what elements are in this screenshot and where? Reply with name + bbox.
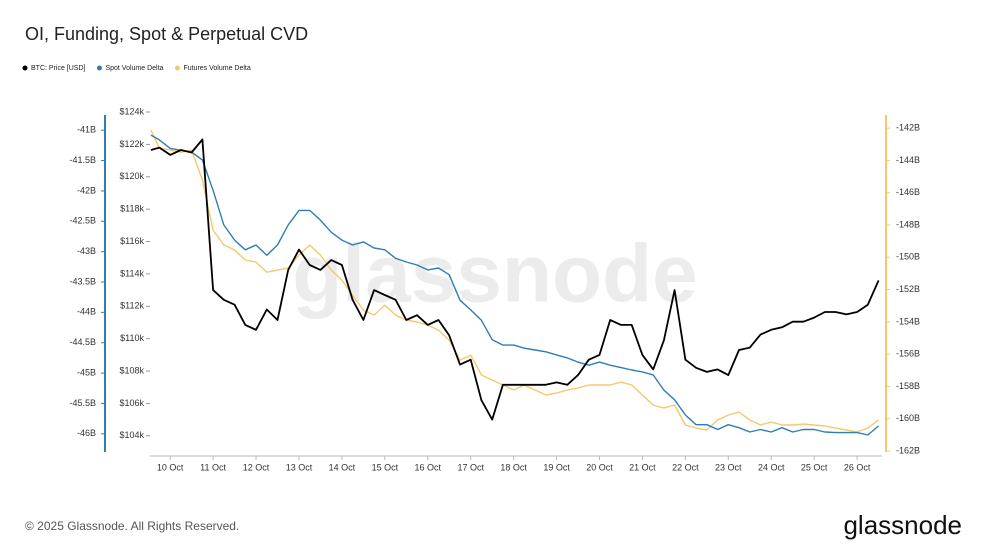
y3-tick-label: -41B: [77, 125, 96, 135]
x-tick-label: 26 Oct: [844, 462, 871, 472]
x-tick-label: 13 Oct: [286, 462, 313, 472]
y2-tick-label: -152B: [896, 284, 920, 294]
y-tick-label: $104k: [119, 430, 144, 440]
y-tick-label: $110k: [120, 333, 144, 343]
y2-tick-label: -160B: [896, 413, 920, 423]
chart-title: OI, Funding, Spot & Perpetual CVD: [25, 24, 308, 44]
x-tick-label: 10 Oct: [157, 462, 184, 472]
x-tick-label: 16 Oct: [415, 462, 442, 472]
legend-marker: [22, 65, 28, 71]
x-tick-label: 18 Oct: [500, 462, 527, 472]
legend-label: BTC: Price [USD]: [31, 65, 86, 72]
x-tick-label: 20 Oct: [586, 462, 613, 472]
y2-tick-label: -148B: [896, 219, 920, 229]
y-tick-label: $120k: [119, 171, 144, 181]
y3-tick-label: -42B: [77, 185, 96, 195]
series-line: [150, 138, 880, 421]
y2-tick-label: -154B: [896, 316, 920, 326]
y3-tick-label: -41.5B: [69, 155, 96, 165]
y-tick-label: $118k: [120, 204, 144, 214]
series-line: [150, 134, 880, 436]
legend-marker: [96, 65, 102, 71]
y3-tick-label: -43.5B: [69, 276, 96, 286]
y3-tick-label: -44.5B: [69, 337, 96, 347]
y3-tick-label: -46B: [77, 428, 96, 438]
y-tick-label: $114k: [120, 268, 144, 278]
y3-tick-label: -43B: [77, 246, 96, 256]
x-tick-label: 15 Oct: [372, 462, 399, 472]
logo: glassnode: [843, 510, 962, 540]
x-tick-label: 25 Oct: [801, 462, 828, 472]
x-tick-label: 24 Oct: [758, 462, 785, 472]
y-tick-label: $112k: [120, 301, 144, 311]
legend-label: Spot Volume Delta: [105, 65, 163, 72]
y-tick-label: $124k: [119, 106, 144, 116]
y3-tick-label: -45B: [77, 367, 96, 377]
y2-tick-label: -158B: [896, 381, 920, 391]
copyright: © 2025 Glassnode. All Rights Reserved.: [25, 519, 239, 533]
y-tick-label: $116k: [120, 236, 144, 246]
x-tick-label: 14 Oct: [329, 462, 356, 472]
series-line: [150, 129, 880, 433]
y-tick-label: $108k: [119, 365, 144, 375]
y2-tick-label: -150B: [896, 252, 920, 262]
x-tick-label: 22 Oct: [672, 462, 699, 472]
legend: BTC: Price [USD] Spot Volume Delta Futures…: [22, 65, 251, 72]
x-tick-label: 17 Oct: [457, 462, 484, 472]
y2-tick-label: -144B: [896, 155, 920, 165]
x-tick-label: 12 Oct: [243, 462, 270, 472]
y3-tick-label: -44B: [77, 307, 96, 317]
y-tick-label: $106k: [119, 398, 144, 408]
plot-area: -41B -41.5B -42B -42.5B -43B -43.5B -44B -44.5B…: [69, 106, 920, 472]
legend-marker: [174, 65, 180, 71]
y2-tick-label: -162B: [896, 445, 920, 455]
x-tick-label: 21 Oct: [629, 462, 656, 472]
x-tick-label: 11 Oct: [200, 462, 226, 472]
x-tick-label: 23 Oct: [715, 462, 742, 472]
x-tick-label: 19 Oct: [543, 462, 570, 472]
y-tick-label: $122k: [119, 139, 144, 149]
watermark: glassnode: [292, 229, 698, 320]
y3-tick-label: -45.5B: [69, 398, 96, 408]
y2-tick-label: -146B: [896, 187, 920, 197]
y3-tick-label: -42.5B: [69, 216, 96, 226]
y2-tick-label: -156B: [896, 349, 920, 359]
y2-tick-label: -142B: [896, 123, 920, 133]
legend-label: Futures Volume Delta: [183, 65, 250, 72]
